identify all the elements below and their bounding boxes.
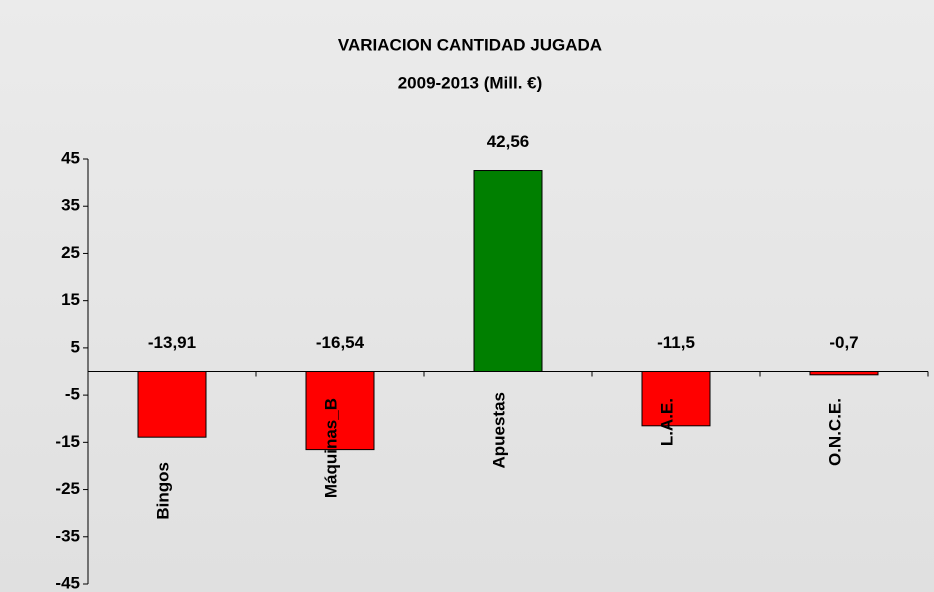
data-label: -16,54 bbox=[316, 333, 365, 352]
y-tick-label: 25 bbox=[61, 243, 80, 262]
y-tick-label: 5 bbox=[71, 337, 80, 356]
bar bbox=[137, 371, 207, 438]
data-label: -0,7 bbox=[829, 333, 858, 352]
x-tick-label: Bingos bbox=[153, 462, 172, 520]
y-tick-label: 45 bbox=[61, 148, 80, 167]
data-label: -13,91 bbox=[148, 333, 196, 352]
y-tick-label: 35 bbox=[61, 196, 80, 215]
y-tick-label: -25 bbox=[55, 479, 80, 498]
x-tick-label: Apuestas bbox=[489, 392, 508, 469]
y-tick-label: -35 bbox=[55, 526, 80, 545]
chart-subtitle: 2009-2013 (Mill. €) bbox=[398, 73, 543, 92]
bar bbox=[305, 371, 375, 451]
data-label: 42,56 bbox=[487, 132, 530, 151]
bar bbox=[473, 170, 543, 372]
y-tick-label: -15 bbox=[55, 432, 80, 451]
x-tick-label: Máquinas_B bbox=[321, 398, 340, 498]
x-tick-label: O.N.C.E. bbox=[825, 398, 844, 466]
y-tick-label: 15 bbox=[61, 290, 80, 309]
chart-title: VARIACION CANTIDAD JUGADA bbox=[338, 35, 602, 54]
x-tick-label: L.A.E. bbox=[657, 398, 676, 446]
bar bbox=[641, 371, 711, 427]
data-label: -11,5 bbox=[657, 333, 695, 352]
y-tick-label: -5 bbox=[65, 385, 80, 404]
y-tick-label: -45 bbox=[55, 573, 80, 592]
